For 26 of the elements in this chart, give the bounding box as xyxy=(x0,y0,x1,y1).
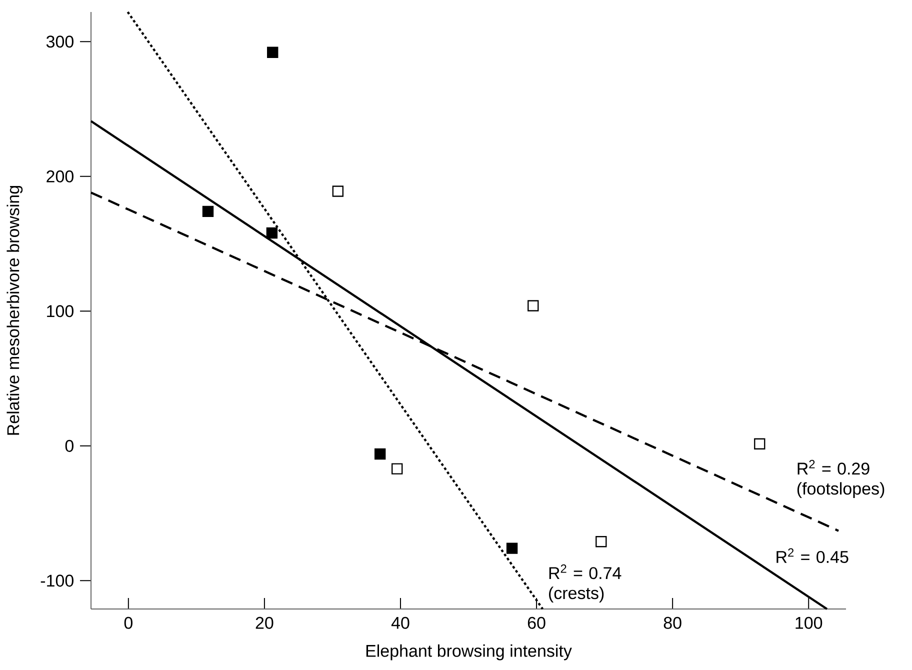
point xyxy=(506,542,518,554)
x-tick-label: 60 xyxy=(528,616,546,629)
x-tick-label: 20 xyxy=(256,616,274,629)
annotation: R$^{2}$ = 0.74 (crests) xyxy=(549,564,622,602)
y-tick-label: -100 xyxy=(40,574,74,587)
point xyxy=(266,227,278,239)
point xyxy=(332,186,344,197)
point xyxy=(391,463,403,474)
point xyxy=(267,46,278,58)
y-tick-label: 100 xyxy=(47,305,74,318)
y-tick-label: 200 xyxy=(46,170,74,182)
x-tick-label: 40 xyxy=(391,616,410,629)
point xyxy=(528,300,539,312)
y-tick-label: 300 xyxy=(46,36,74,48)
x-tick-label: 80 xyxy=(664,616,682,629)
point xyxy=(202,206,214,218)
y-tick-label: 0 xyxy=(65,440,74,452)
point xyxy=(374,448,386,460)
x-tick-label: 0 xyxy=(124,616,132,629)
y-axis-title: Relative mesoherbivore browsing xyxy=(6,186,23,435)
x-tick-label: 100 xyxy=(796,616,822,629)
point xyxy=(596,536,607,548)
point xyxy=(754,438,766,450)
annotation: R$^{2}$ = 0.29 (footslopes) xyxy=(797,460,884,498)
annotation: R$^{2}$ = 0.45 xyxy=(776,548,848,564)
x-axis-title: Elephant browsing intensity xyxy=(366,644,572,660)
